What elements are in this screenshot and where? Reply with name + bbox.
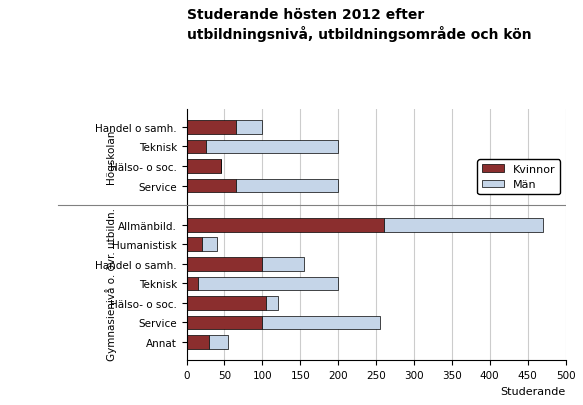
Text: Studerande hösten 2012 efter
utbildningsnivå, utbildningsområde och kön: Studerande hösten 2012 efter utbildnings… bbox=[187, 8, 531, 42]
Bar bbox=[198, 277, 338, 290]
Bar bbox=[187, 218, 384, 232]
Bar bbox=[187, 277, 198, 290]
Bar bbox=[187, 296, 266, 310]
Bar bbox=[205, 140, 338, 154]
Text: Gymnasienivå o. övr. utbildn.: Gymnasienivå o. övr. utbildn. bbox=[105, 207, 117, 360]
Bar bbox=[202, 238, 217, 252]
Bar bbox=[187, 335, 209, 349]
Bar bbox=[266, 296, 278, 310]
Bar bbox=[236, 121, 262, 134]
Bar bbox=[187, 257, 262, 271]
Bar bbox=[187, 160, 220, 173]
X-axis label: Studerande: Studerande bbox=[500, 386, 566, 396]
Bar bbox=[187, 179, 236, 193]
Text: Högskolan: Högskolan bbox=[106, 130, 116, 184]
Bar bbox=[187, 140, 205, 154]
Bar bbox=[262, 257, 304, 271]
Legend: Kvinnor, Män: Kvinnor, Män bbox=[477, 160, 560, 194]
Bar bbox=[187, 121, 236, 134]
Bar bbox=[384, 218, 543, 232]
Bar bbox=[209, 335, 228, 349]
Bar bbox=[187, 238, 202, 252]
Bar bbox=[262, 316, 380, 330]
Bar bbox=[236, 179, 338, 193]
Bar bbox=[187, 316, 262, 330]
